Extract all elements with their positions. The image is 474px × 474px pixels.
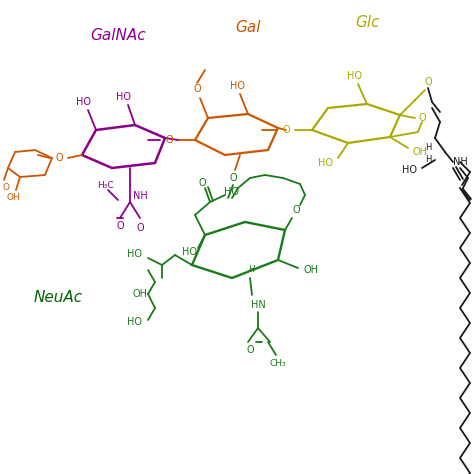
Text: NeuAc: NeuAc [34,290,82,305]
Text: O: O [424,77,432,87]
Text: HO: HO [402,165,418,175]
Text: O: O [165,135,173,145]
Text: CH₃: CH₃ [270,358,286,367]
Text: HO: HO [76,97,91,107]
Text: GalNAc: GalNAc [90,28,146,43]
Text: O: O [246,345,254,355]
Text: H: H [425,144,431,153]
Text: Gal: Gal [235,20,261,35]
Text: HO: HO [117,92,131,102]
Text: HO: HO [319,158,334,168]
Text: HO: HO [347,71,363,81]
Text: O: O [292,205,300,215]
Text: O: O [55,153,63,163]
Text: O: O [229,173,237,183]
Text: HN: HN [251,300,265,310]
Text: OH: OH [133,289,147,299]
Text: HO: HO [128,317,143,327]
Text: O: O [418,113,426,123]
Text: OH: OH [303,265,319,275]
Text: O: O [193,84,201,94]
Text: OH: OH [6,193,20,202]
Text: H: H [249,265,255,274]
Text: OH: OH [412,147,428,157]
Text: H: H [425,155,431,164]
Text: O: O [3,183,10,192]
Text: NH: NH [453,157,467,167]
Text: NH: NH [133,191,147,201]
Text: HO: HO [230,81,246,91]
Text: O: O [136,223,144,233]
Text: HO: HO [182,247,198,257]
Text: H₃C: H₃C [97,182,113,191]
Text: HO: HO [225,187,239,197]
Text: Glc: Glc [356,15,380,30]
Text: O: O [282,125,290,135]
Text: O: O [116,221,124,231]
Text: O: O [198,178,206,188]
Text: HO: HO [128,249,143,259]
